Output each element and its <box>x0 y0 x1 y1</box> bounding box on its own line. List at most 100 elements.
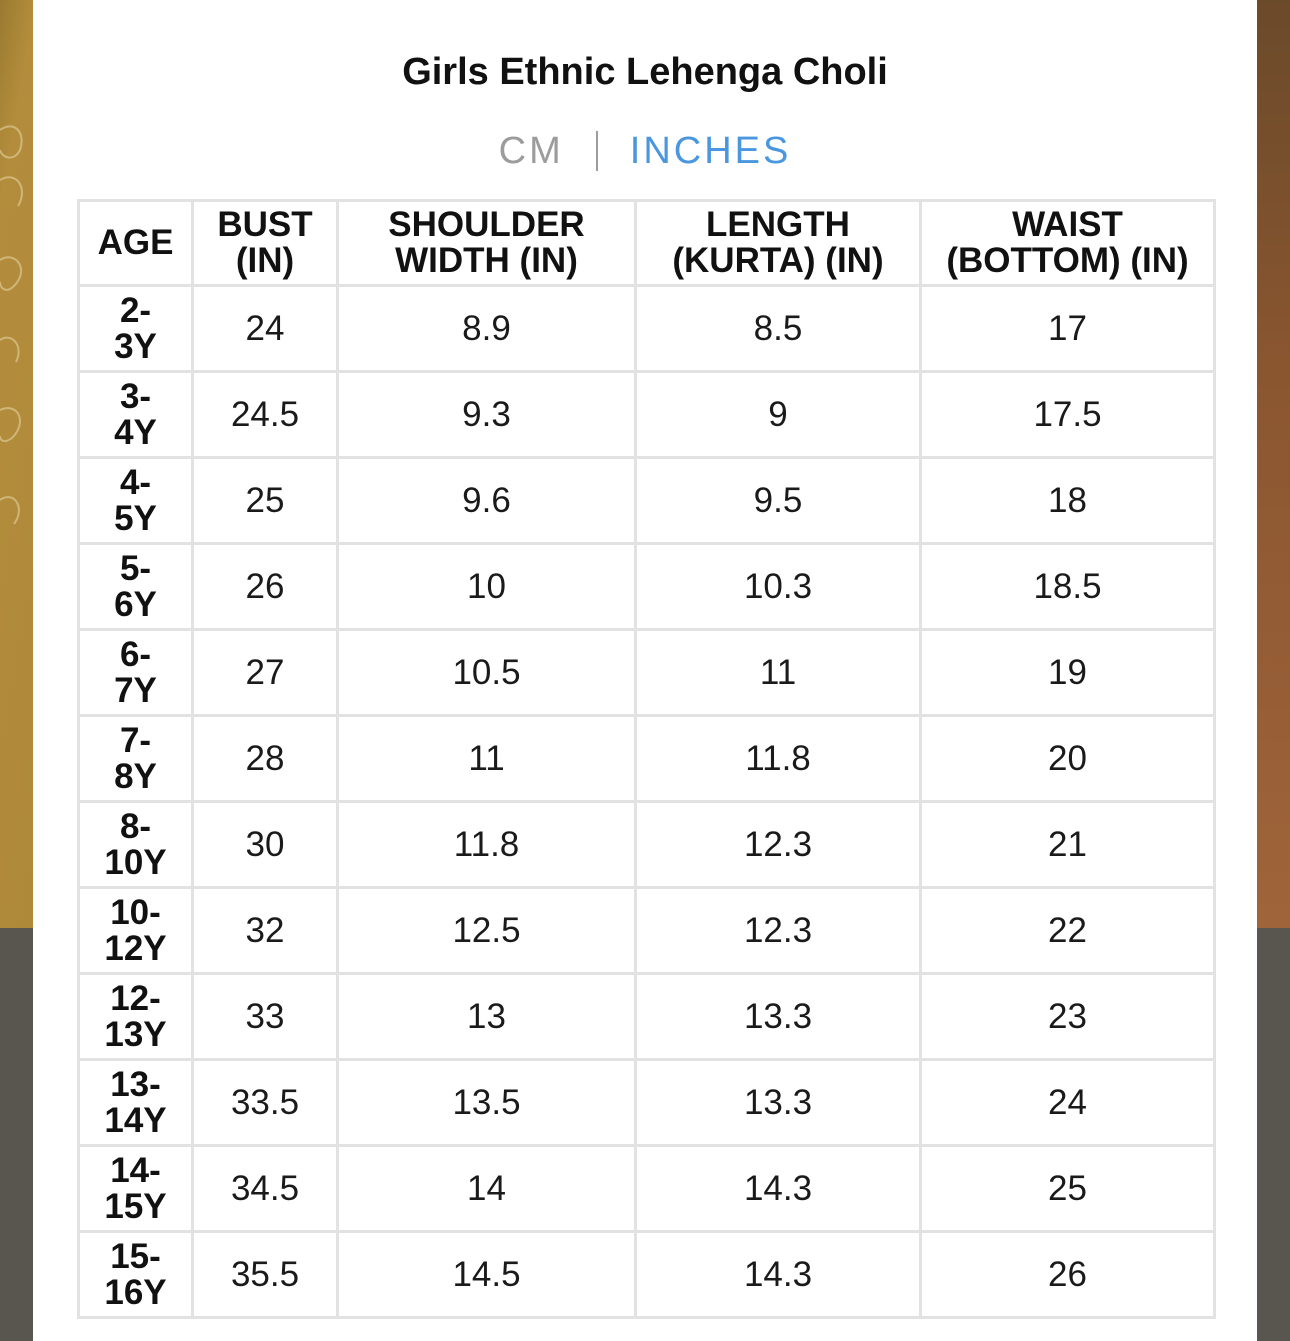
bust-cell: 24 <box>191 284 339 373</box>
table-row: 13- 14Y 33.5 13.5 13.3 24 <box>77 1058 1216 1147</box>
size-chart-title: Girls Ethnic Lehenga Choli <box>402 51 888 93</box>
age-label-line: 10- <box>110 892 161 932</box>
shoulder-width-cell: 11.8 <box>336 800 637 889</box>
table-row: 8- 10Y 30 11.8 12.3 21 <box>77 800 1216 889</box>
background-product-image-edge <box>1256 0 1290 928</box>
bust-cell: 28 <box>191 714 339 803</box>
length-cell: 11 <box>634 628 922 717</box>
age-cell: 8- 10Y <box>77 800 194 889</box>
header-label-line: (BOTTOM) (IN) <box>946 241 1189 280</box>
length-cell: 14.3 <box>634 1230 922 1319</box>
length-cell: 12.3 <box>634 800 922 889</box>
waist-header: WAIST (BOTTOM) (IN) <box>919 199 1216 287</box>
age-label-line: 3- <box>119 376 152 416</box>
age-cell: 13- 14Y <box>77 1058 194 1147</box>
header-label-line: WIDTH (IN) <box>395 241 578 280</box>
age-cell: 15- 16Y <box>77 1230 194 1319</box>
age-label-line: 4Y <box>114 412 157 452</box>
waist-cell: 25 <box>919 1144 1216 1233</box>
size-chart-table: AGE BUST (IN) SHOULDER WIDTH (IN) LENGTH (KURT… <box>77 199 1216 1319</box>
age-label-line: 6Y <box>114 584 157 624</box>
age-label-line: 2- <box>119 290 152 330</box>
age-label-line: 13- <box>110 1064 161 1104</box>
header-label-line: (IN) <box>235 241 295 280</box>
length-cell: 11.8 <box>634 714 922 803</box>
table-row: 7- 8Y 28 11 11.8 20 <box>77 714 1216 803</box>
waist-cell: 18 <box>919 456 1216 545</box>
age-label-line: 4- <box>119 462 152 502</box>
header-label-line: BUST <box>217 205 313 244</box>
unit-option-inches[interactable]: INCHES <box>629 130 792 172</box>
length-cell: 13.3 <box>634 1058 922 1147</box>
shoulder-width-cell: 13 <box>336 972 637 1061</box>
age-cell: 2- 3Y <box>77 284 194 373</box>
table-row: 15- 16Y 35.5 14.5 14.3 26 <box>77 1230 1216 1319</box>
length-cell: 9.5 <box>634 456 922 545</box>
table-row: 6- 7Y 27 10.5 11 19 <box>77 628 1216 717</box>
bust-cell: 24.5 <box>191 370 339 459</box>
waist-cell: 22 <box>919 886 1216 975</box>
age-header: AGE <box>77 199 194 287</box>
shoulder-width-cell: 10 <box>336 542 637 631</box>
bust-cell: 25 <box>191 456 339 545</box>
bust-cell: 26 <box>191 542 339 631</box>
age-label-line: 8- <box>119 806 152 846</box>
age-label-line: 13Y <box>104 1014 167 1054</box>
shoulder-width-cell: 9.3 <box>336 370 637 459</box>
age-label-line: 15Y <box>104 1186 167 1226</box>
shoulder-width-cell: 14.5 <box>336 1230 637 1319</box>
length-cell: 9 <box>634 370 922 459</box>
age-cell: 6- 7Y <box>77 628 194 717</box>
length-cell: 10.3 <box>634 542 922 631</box>
header-label-line: (KURTA) (IN) <box>672 241 884 280</box>
header-label-line: LENGTH <box>706 205 850 244</box>
age-label-line: 16Y <box>104 1272 167 1312</box>
age-cell: 14- 15Y <box>77 1144 194 1233</box>
age-label-line: 6- <box>119 634 152 674</box>
unit-option-cm[interactable]: CM <box>498 130 564 172</box>
bust-cell: 32 <box>191 886 339 975</box>
background-embroidery-pattern <box>0 125 23 525</box>
age-label-line: 5- <box>119 548 152 588</box>
table-row: 5- 6Y 26 10 10.3 18.5 <box>77 542 1216 631</box>
waist-cell: 24 <box>919 1058 1216 1147</box>
age-label-line: 3Y <box>114 326 157 366</box>
bust-cell: 33.5 <box>191 1058 339 1147</box>
unit-toggle: CM INCHES <box>33 126 1257 176</box>
shoulder-width-cell: 11 <box>336 714 637 803</box>
header-label-line: SHOULDER <box>388 205 585 244</box>
bust-header: BUST (IN) <box>191 199 339 287</box>
table-row: 3- 4Y 24.5 9.3 9 17.5 <box>77 370 1216 459</box>
bust-cell: 35.5 <box>191 1230 339 1319</box>
age-cell: 10- 12Y <box>77 886 194 975</box>
age-cell: 12- 13Y <box>77 972 194 1061</box>
table-row: 4- 5Y 25 9.6 9.5 18 <box>77 456 1216 545</box>
table-row: 12- 13Y 33 13 13.3 23 <box>77 972 1216 1061</box>
age-label-line: 12Y <box>104 928 167 968</box>
length-cell: 14.3 <box>634 1144 922 1233</box>
header-label-line: AGE <box>97 223 174 262</box>
age-label-line: 14- <box>110 1150 161 1190</box>
waist-cell: 17 <box>919 284 1216 373</box>
table-header: AGE BUST (IN) SHOULDER WIDTH (IN) LENGTH (KURT… <box>77 199 1216 287</box>
age-label-line: 8Y <box>114 756 157 796</box>
age-label-line: 10Y <box>104 842 167 882</box>
waist-cell: 26 <box>919 1230 1216 1319</box>
bust-cell: 34.5 <box>191 1144 339 1233</box>
waist-cell: 19 <box>919 628 1216 717</box>
header-label-line: WAIST <box>1012 205 1123 244</box>
shoulder-width-cell: 14 <box>336 1144 637 1233</box>
table-row: 2- 3Y 24 8.9 8.5 17 <box>77 284 1216 373</box>
table-body: 2- 3Y 24 8.9 8.5 17 3- 4Y 24.5 9.3 9 17.5 4- 5Y 25 9.6 9… <box>77 284 1216 1319</box>
length-cell: 12.3 <box>634 886 922 975</box>
age-label-line: 7- <box>119 720 152 760</box>
age-cell: 7- 8Y <box>77 714 194 803</box>
shoulder-width-cell: 12.5 <box>336 886 637 975</box>
waist-cell: 17.5 <box>919 370 1216 459</box>
shoulder-width-cell: 13.5 <box>336 1058 637 1147</box>
bust-cell: 33 <box>191 972 339 1061</box>
shoulder-width-cell: 8.9 <box>336 284 637 373</box>
age-label-line: 14Y <box>104 1100 167 1140</box>
age-label-line: 15- <box>110 1236 161 1276</box>
waist-cell: 23 <box>919 972 1216 1061</box>
